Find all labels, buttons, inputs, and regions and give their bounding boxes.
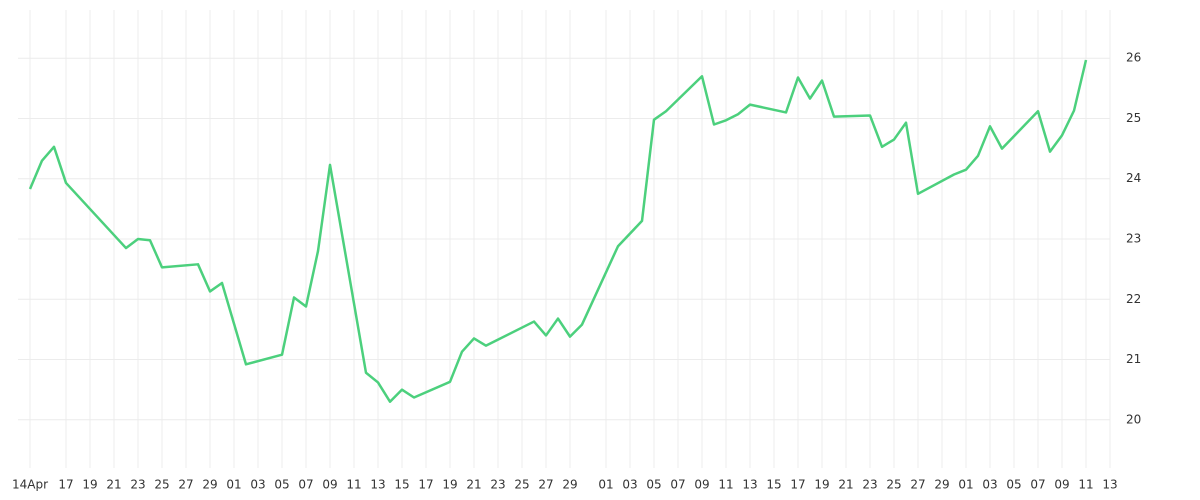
y-tick-label: 26 xyxy=(1126,51,1141,65)
line xyxy=(28,59,1088,403)
x-tick-label: 01 xyxy=(226,478,241,492)
x-tick-label: 07 xyxy=(1030,478,1045,492)
x-tick-label: 01 xyxy=(598,478,613,492)
x-tick-label: 07 xyxy=(298,478,313,492)
x-tick-label: 14Apr xyxy=(12,478,48,492)
y-tick-label: 20 xyxy=(1126,412,1141,426)
x-tick-label: 29 xyxy=(562,478,577,492)
x-tick-label: 01 xyxy=(958,478,973,492)
x-tick-label: 05 xyxy=(1006,478,1021,492)
y-tick-label: 24 xyxy=(1126,171,1141,185)
x-tick-label: 07 xyxy=(670,478,685,492)
x-tick-label: 23 xyxy=(490,478,505,492)
x-tick-label: 09 xyxy=(694,478,709,492)
x-tick-label: 19 xyxy=(442,478,457,492)
x-tick-label: 09 xyxy=(322,478,337,492)
x-tick-label: 17 xyxy=(418,478,433,492)
x-tick-label: 15 xyxy=(766,478,781,492)
x-tick-label: 25 xyxy=(154,478,169,492)
x-tick-label: 03 xyxy=(250,478,265,492)
y-tick-label: 25 xyxy=(1126,111,1141,125)
x-tick-label: 19 xyxy=(82,478,97,492)
x-tick-label: 03 xyxy=(982,478,997,492)
x-tick-label: 27 xyxy=(910,478,925,492)
x-tick-label: 29 xyxy=(202,478,217,492)
y-tick-label: 23 xyxy=(1126,232,1141,246)
x-tick-label: 21 xyxy=(838,478,853,492)
x-tick-label: 11 xyxy=(1078,478,1093,492)
x-tick-label: 27 xyxy=(538,478,553,492)
y-tick-label: 21 xyxy=(1126,352,1141,366)
x-tick-label: 13 xyxy=(370,478,385,492)
x-tick-label: 23 xyxy=(862,478,877,492)
x-tick-label: 29 xyxy=(934,478,949,492)
y-tick-label: 22 xyxy=(1126,292,1141,306)
x-tick-label: 25 xyxy=(514,478,529,492)
x-tick-label: 19 xyxy=(814,478,829,492)
x-tick-label: 05 xyxy=(274,478,289,492)
x-tick-label: 03 xyxy=(622,478,637,492)
x-tick-label: 23 xyxy=(130,478,145,492)
x-tick-label: 25 xyxy=(886,478,901,492)
x-tick-label: 13 xyxy=(1102,478,1117,492)
x-tick-label: 09 xyxy=(1054,478,1069,492)
x-tick-label: 17 xyxy=(790,478,805,492)
x-tick-label: 11 xyxy=(718,478,733,492)
x-tick-label: 15 xyxy=(394,478,409,492)
x-tick-label: 11 xyxy=(346,478,361,492)
x-tick-label: 13 xyxy=(742,478,757,492)
x-tick-label: 21 xyxy=(466,478,481,492)
x-tick-label: 17 xyxy=(58,478,73,492)
x-tick-label: 27 xyxy=(178,478,193,492)
x-tick-label: 21 xyxy=(106,478,121,492)
x-tick-label: 05 xyxy=(646,478,661,492)
